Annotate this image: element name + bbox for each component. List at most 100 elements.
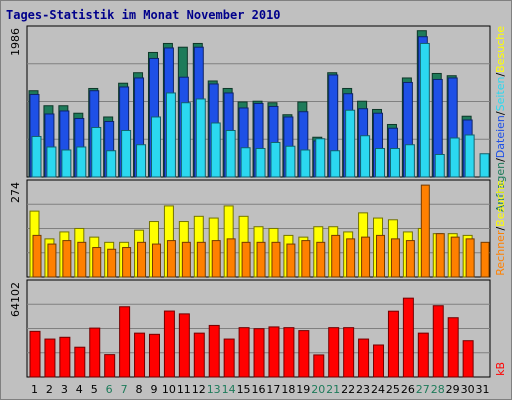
bar-seiten-day-18: [285, 145, 296, 178]
bar-kb-day-19: [298, 330, 310, 378]
bar-kb-day-5: [89, 327, 101, 378]
bar-kb-day-18: [283, 327, 295, 378]
x-tick-label: 1: [31, 383, 38, 396]
bar-kb-day-7: [119, 306, 131, 378]
bar-rechner-day-6: [107, 248, 117, 278]
bar-seiten-day-7: [121, 129, 132, 178]
bar-seiten-day-12: [195, 98, 206, 178]
bar-rechner-day-31: [480, 241, 490, 278]
legend-separator: /: [494, 227, 507, 231]
bar-seiten-day-31: [479, 153, 490, 178]
chart-title: Tages-Statistik im Monat November 2010: [6, 8, 281, 22]
bar-kb-day-23: [358, 338, 370, 378]
bar-seiten-day-16: [255, 147, 266, 178]
bar-seiten-day-27: [419, 42, 430, 178]
x-tick-label: 9: [150, 383, 157, 396]
bar-seiten-day-21: [330, 150, 341, 178]
bar-rechner-day-7: [122, 247, 132, 278]
bar-kb-day-24: [373, 344, 385, 378]
x-tick-label: 13: [207, 383, 221, 396]
bar-seiten-day-23: [360, 135, 371, 178]
y-max-label: 64102: [9, 282, 22, 317]
bar-seiten-day-11: [180, 102, 191, 178]
side-legend: Anfragen/Dateien/Seiten/BesucheRechner/B…: [494, 26, 507, 376]
bar-kb-day-17: [268, 326, 280, 378]
side-legend-text: Anfragen/Dateien/Seiten/Besuche: [494, 26, 507, 213]
bar-seiten-day-3: [61, 149, 72, 178]
x-tick-label: 26: [401, 383, 415, 396]
legend-separator: /: [494, 158, 507, 162]
bar-seiten-day-20: [315, 138, 326, 178]
bar-kb-day-20: [313, 354, 325, 378]
bar-seiten-day-26: [404, 144, 415, 178]
bar-seiten-day-4: [76, 146, 87, 178]
bar-rechner-day-21: [331, 234, 341, 278]
bar-kb-day-27: [417, 332, 429, 378]
bar-seiten-day-5: [91, 126, 102, 178]
legend-separator: /: [494, 111, 507, 115]
x-tick-label: 25: [386, 383, 400, 396]
legend-besuche: Besuche: [494, 26, 507, 73]
x-tick-label: 23: [356, 383, 370, 396]
x-tick-label: 15: [237, 383, 251, 396]
bar-rechner-day-5: [92, 247, 102, 278]
bar-seiten-day-9: [150, 116, 161, 178]
x-tick-label: 14: [222, 383, 236, 396]
bar-kb-day-16: [253, 328, 265, 378]
bar-seiten-day-19: [300, 149, 311, 178]
bar-rechner-day-4: [77, 241, 87, 278]
bar-kb-day-22: [343, 327, 355, 378]
panel-3: 64102: [9, 279, 491, 378]
x-tick-label: 27: [416, 383, 430, 396]
x-tick-label: 12: [192, 383, 206, 396]
bar-kb-day-14: [223, 338, 235, 378]
bar-rechner-day-15: [241, 241, 251, 278]
x-tick-label: 6: [106, 383, 113, 396]
legend-besuche: Besuche: [494, 180, 507, 227]
bar-seiten-day-24: [375, 147, 386, 178]
bar-kb-day-1: [29, 330, 41, 378]
bar-kb-day-4: [74, 346, 86, 378]
bar-rechner-day-29: [450, 236, 460, 278]
panel-1: 1986: [9, 25, 491, 178]
bar-rechner-day-1: [32, 234, 42, 278]
x-tick-label: 18: [281, 383, 295, 396]
x-tick-label: 21: [326, 383, 340, 396]
bar-rechner-day-19: [301, 240, 311, 278]
bar-kb-day-3: [59, 336, 71, 378]
bar-rechner-day-28: [435, 233, 445, 278]
bar-seiten-day-28: [434, 153, 445, 178]
legend-dateien: Dateien: [494, 115, 507, 158]
side-legend-text: kB: [494, 362, 507, 376]
panel-2: 274: [9, 179, 491, 278]
bar-rechner-day-25: [390, 238, 400, 278]
x-tick-label: 7: [121, 383, 128, 396]
bar-rechner-day-23: [361, 236, 371, 278]
bar-seiten-day-13: [210, 122, 221, 178]
bar-kb-day-13: [208, 324, 220, 378]
bar-kb-day-28: [432, 305, 444, 378]
bar-seiten-day-30: [464, 134, 475, 178]
bar-kb-day-11: [178, 313, 190, 378]
bar-kb-day-25: [387, 310, 399, 378]
bar-kb-day-2: [44, 338, 56, 378]
x-tick-label: 2: [46, 383, 53, 396]
x-axis-labels: 1 2 3 4 5 6 7 8 9 10 11 12 13 14 15 16 17 18 19 20 21 22 23 24 2…: [31, 383, 490, 396]
legend-kb: kB: [494, 362, 507, 376]
bar-rechner-day-11: [181, 241, 191, 278]
bar-rechner-day-3: [62, 240, 72, 278]
bar-seiten-day-1: [31, 135, 42, 178]
bar-seiten-day-6: [106, 150, 117, 178]
x-tick-label: 28: [431, 383, 445, 396]
bar-rechner-day-9: [151, 243, 161, 278]
legend-anfragen: Anfragen: [494, 162, 507, 212]
side-legend-text: Rechner/Besuche: [494, 180, 507, 276]
x-tick-label: 24: [371, 383, 385, 396]
bar-kb-day-15: [238, 327, 250, 378]
bar-rechner-day-16: [256, 241, 266, 278]
bar-seiten-day-8: [136, 144, 147, 178]
bar-kb-day-10: [163, 310, 175, 378]
y-max-label: 274: [9, 182, 22, 203]
legend-rechner: Rechner: [494, 230, 507, 276]
bar-rechner-day-8: [137, 241, 147, 278]
